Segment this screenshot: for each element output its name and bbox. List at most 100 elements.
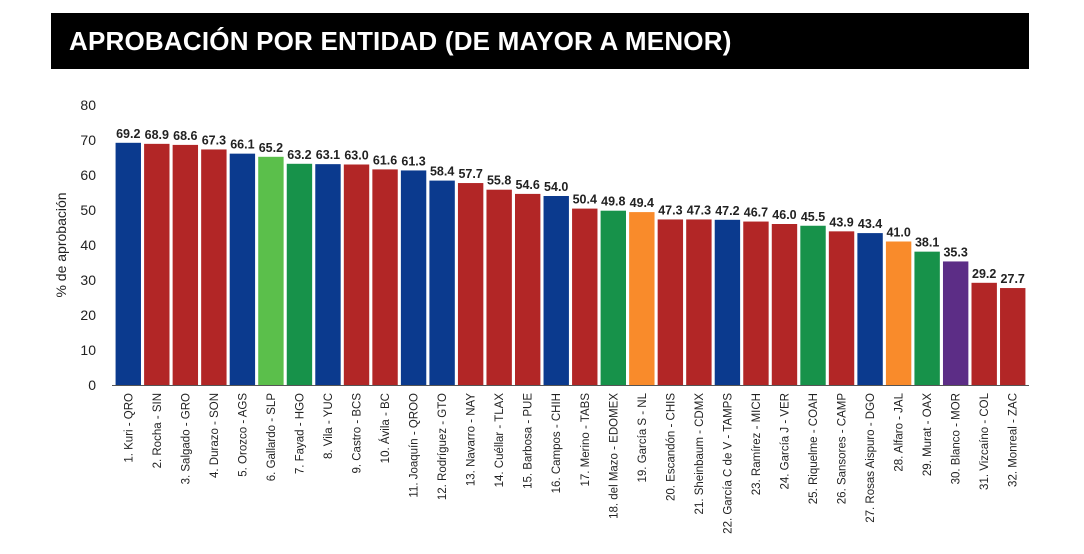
- chart-title: APROBACIÓN POR ENTIDAD (DE MAYOR A MENOR…: [69, 25, 732, 56]
- category-label: 29. Murat - OAX: [922, 393, 934, 476]
- y-axis-ticks: 0 10 20 30 40 50 60 70 80: [80, 97, 96, 393]
- value-label: 61.6: [373, 153, 397, 167]
- value-label: 46.0: [772, 208, 796, 222]
- bar: [1000, 288, 1026, 385]
- category-label: 11. Joaquín - QROO: [409, 393, 421, 498]
- bar: [429, 180, 455, 385]
- value-label: 61.3: [401, 154, 425, 168]
- category-label: 5. Orozco - AGS: [237, 393, 249, 477]
- bar: [971, 282, 997, 385]
- category-label: 17. Merino - TABS: [580, 393, 592, 487]
- value-label: 49.8: [601, 195, 625, 209]
- value-label: 45.5: [801, 210, 825, 224]
- bar: [629, 212, 655, 385]
- bar: [486, 189, 512, 385]
- value-label: 65.2: [259, 141, 283, 155]
- value-labels: 69.2 68.9 68.6 67.3 66.1 65.2 63.2 63.1 63.0 61.6…: [116, 127, 1025, 286]
- value-label: 68.9: [145, 128, 169, 142]
- bar: [572, 208, 598, 385]
- y-tick-label: 20: [80, 307, 96, 323]
- value-label: 41.0: [886, 226, 910, 240]
- bar: [857, 233, 883, 385]
- bar: [115, 142, 141, 385]
- y-tick-label: 10: [80, 342, 96, 358]
- value-label: 50.4: [573, 193, 597, 207]
- category-label: 32. Monreal - ZAC: [1008, 393, 1020, 487]
- value-label: 38.1: [915, 236, 939, 250]
- value-label: 69.2: [116, 127, 140, 141]
- category-label: 7. Fayad - HGO: [294, 393, 306, 474]
- category-labels: 1. Kuri - QRO 2. Rocha - SIN 3. Salgado - …: [123, 392, 1019, 533]
- category-label: 14. Cuéllar - TLAX: [494, 393, 506, 488]
- y-tick-label: 80: [80, 97, 96, 113]
- category-label: 28. Alfaro - JAL: [894, 392, 906, 471]
- value-label: 43.9: [829, 215, 853, 229]
- value-label: 63.0: [344, 149, 368, 163]
- bar: [828, 231, 855, 385]
- value-label: 63.2: [287, 148, 311, 162]
- bar: [942, 261, 969, 385]
- bar: [229, 153, 256, 385]
- value-label: 47.2: [715, 204, 739, 218]
- bar: [600, 210, 626, 385]
- bar: [286, 163, 313, 385]
- bar: [885, 241, 912, 385]
- value-label: 63.1: [316, 148, 340, 162]
- value-label: 29.2: [972, 267, 996, 281]
- category-label: 30. Blanco - MOR: [951, 393, 963, 484]
- bar: [457, 183, 484, 385]
- bar: [315, 164, 341, 385]
- category-label: 25. Riquelme - COAH: [808, 393, 820, 504]
- bar: [343, 164, 370, 385]
- value-label: 66.1: [230, 138, 254, 152]
- category-label: 13. Navarro - NAY: [466, 393, 478, 486]
- value-label: 35.3: [943, 245, 967, 259]
- bar: [172, 144, 199, 385]
- bar: [743, 221, 769, 385]
- bar: [686, 219, 712, 385]
- category-label: 3. Salgado - GRO: [180, 393, 192, 484]
- y-tick-label: 60: [80, 167, 96, 183]
- value-label: 57.7: [458, 167, 482, 181]
- category-label: 6. Gallardo - SLP: [266, 393, 278, 482]
- value-label: 67.3: [202, 133, 226, 147]
- value-label: 54.0: [544, 180, 568, 194]
- y-tick-label: 70: [80, 132, 96, 148]
- value-label: 68.6: [173, 129, 197, 143]
- category-label: 26. Sansores - CAMP: [837, 393, 849, 505]
- category-label: 20. Escandón - CHIS: [665, 393, 677, 501]
- category-label: 23. Ramírez - MICH: [751, 393, 763, 495]
- category-label: 8. Vila - YUC: [323, 393, 335, 459]
- category-label: 22. García C de V - TAMPS: [722, 393, 734, 534]
- value-label: 46.7: [744, 206, 768, 220]
- category-label: 10. Ávila - BC: [379, 393, 392, 463]
- value-label: 55.8: [487, 174, 511, 188]
- bar: [515, 193, 541, 385]
- category-label: 31. Vizcaíno - COL: [979, 392, 991, 490]
- category-label: 27. Rosas Aispuro - DGO: [865, 393, 877, 523]
- value-label: 47.3: [658, 203, 682, 217]
- bar: [714, 219, 741, 385]
- category-label: 24. García J - VER: [779, 393, 791, 490]
- category-label: 18. del Mazo - EDOMEX: [608, 393, 620, 519]
- bar: [258, 156, 284, 385]
- y-tick-label: 40: [80, 237, 96, 253]
- category-label: 21. Sheinbaum - CDMX: [694, 393, 706, 515]
- bar: [914, 251, 940, 385]
- title-bar: APROBACIÓN POR ENTIDAD (DE MAYOR A MENOR…: [51, 13, 1029, 69]
- bar: [400, 170, 427, 385]
- value-label: 58.4: [430, 165, 454, 179]
- value-label: 47.3: [687, 203, 711, 217]
- bar: [144, 143, 170, 385]
- category-label: 12. Rodríguez - GTO: [437, 393, 449, 500]
- y-axis-title: % de aprobación: [53, 192, 69, 297]
- category-label: 16. Campos - CHIH: [551, 393, 563, 493]
- bar: [201, 149, 227, 385]
- category-label: 1. Kuri - QRO: [123, 393, 135, 463]
- category-label: 15. Barbosa - PUE: [523, 393, 535, 489]
- bars: [115, 142, 1026, 385]
- y-tick-label: 30: [80, 272, 96, 288]
- value-label: 54.6: [516, 178, 540, 192]
- bar: [800, 225, 826, 385]
